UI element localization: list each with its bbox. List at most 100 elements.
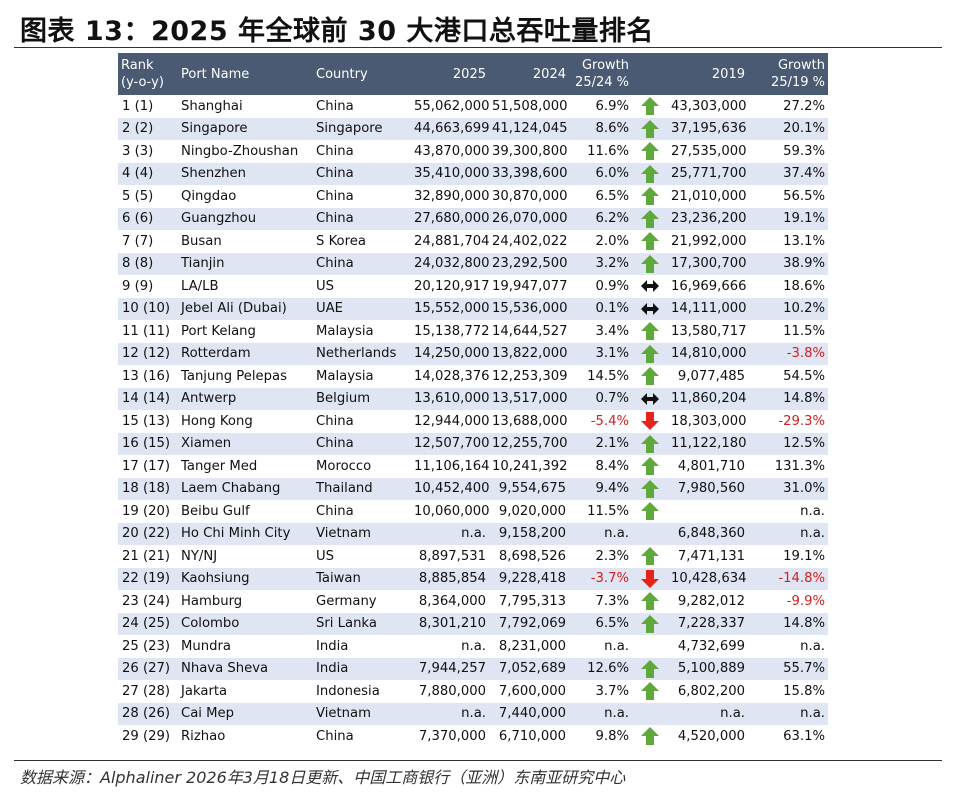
table-row: 17 (17) Tanger Med Morocco 11,106,164 10,241… (118, 455, 828, 478)
cell-port-name: Cai Mep (181, 706, 235, 722)
cell-rank: 8 (8) (122, 256, 154, 272)
cell-port-name: Tanger Med (181, 458, 258, 474)
cell-growth-25-24: -5.4% (590, 413, 629, 429)
cell-2024: 39,300,800 (492, 143, 568, 159)
cell-trend (632, 613, 668, 636)
cell-country: Belgium (316, 391, 371, 407)
up-arrow-icon (640, 682, 660, 701)
up-arrow-icon (640, 547, 660, 566)
header-growth-25-19: Growth 25/19 % (771, 58, 825, 90)
cell-rank: 11 (11) (122, 323, 171, 339)
up-arrow-icon (640, 142, 660, 161)
cell-trend (632, 658, 668, 681)
cell-country: Sri Lanka (316, 616, 377, 632)
table-row: 19 (20) Beibu Gulf China 10,060,000 9,020,00… (118, 500, 828, 523)
up-arrow-icon (640, 614, 660, 633)
cell-port-name: Jebel Ali (Dubai) (181, 301, 287, 317)
cell-country: US (316, 548, 335, 564)
cell-port-name: Tanjung Pelepas (181, 368, 287, 384)
cell-country: China (316, 143, 354, 159)
cell-2019: 27,535,000 (671, 143, 747, 159)
cell-rank: 7 (7) (122, 233, 154, 249)
cell-rank: 5 (5) (122, 188, 154, 204)
cell-2024: 10,241,392 (492, 458, 568, 474)
cell-port-name: Shenzhen (181, 166, 246, 182)
table-row: 8 (8) Tianjin China 24,032,800 23,292,500 3.2… (118, 252, 828, 275)
table-row: 2 (2) Singapore Singapore 44,663,699 41,124,… (118, 117, 828, 141)
cell-2024: 7,440,000 (498, 706, 566, 722)
cell-growth-25-24: 9.4% (595, 481, 629, 497)
table-row: 10 (10) Jebel Ali (Dubai) UAE 15,552,000 15,… (118, 297, 828, 320)
cell-2024: 19,947,077 (492, 278, 568, 294)
cell-growth-25-24: 11.5% (587, 503, 629, 519)
cell-trend (632, 185, 668, 208)
cell-2025: 13,610,000 (414, 391, 489, 407)
cell-trend (632, 455, 668, 478)
cell-port-name: Xiamen (181, 436, 232, 452)
cell-trend (632, 590, 668, 613)
cell-growth-25-19: 38.9% (783, 256, 825, 272)
up-arrow-icon (640, 727, 660, 746)
cell-rank: 25 (23) (122, 638, 171, 654)
cell-country: China (316, 256, 354, 272)
cell-2019: 14,111,000 (671, 301, 747, 317)
cell-country: Netherlands (316, 346, 397, 362)
cell-port-name: Colombo (181, 616, 240, 632)
cell-2019: 11,122,180 (671, 436, 747, 452)
cell-2024: 7,795,313 (498, 593, 566, 609)
flat-arrow-icon (640, 279, 660, 294)
cell-2025: 7,944,257 (418, 661, 486, 677)
cell-trend (632, 163, 668, 186)
cell-2025: 7,370,000 (418, 728, 486, 744)
cell-2019: 6,848,360 (677, 526, 745, 542)
cell-growth-25-19: 20.1% (783, 121, 825, 137)
cell-trend (632, 140, 668, 163)
cell-2025: 7,880,000 (418, 683, 486, 699)
table-body: 1 (1) Shanghai China 55,062,000 51,508,000 6.… (118, 95, 828, 748)
cell-trend (632, 275, 668, 298)
table-row: 14 (14) Antwerp Belgium 13,610,000 13,517,00… (118, 387, 828, 410)
up-arrow-icon (640, 164, 660, 183)
cell-trend (632, 95, 668, 118)
cell-growth-25-24: 3.1% (595, 346, 629, 362)
cell-port-name: Beibu Gulf (181, 503, 250, 519)
figure-title: 图表 13：2025 年全球前 30 大港口总吞吐量排名 (20, 16, 654, 47)
cell-rank: 3 (3) (122, 143, 154, 159)
cell-growth-25-24: n.a. (604, 638, 629, 654)
cell-2024: 8,698,526 (498, 548, 566, 564)
cell-2025: n.a. (461, 706, 486, 722)
cell-2024: 12,253,309 (492, 368, 568, 384)
cell-rank: 29 (29) (122, 728, 171, 744)
up-arrow-icon (640, 97, 660, 116)
cell-2019: 37,195,636 (671, 121, 747, 137)
cell-2025: 20,120,917 (414, 278, 489, 294)
cell-country: Malaysia (316, 368, 374, 384)
cell-growth-25-19: 19.1% (783, 548, 825, 564)
cell-rank: 16 (15) (122, 436, 171, 452)
cell-2025: 27,680,000 (414, 211, 489, 227)
cell-2025: 8,885,854 (418, 571, 486, 587)
cell-rank: 19 (20) (122, 503, 171, 519)
cell-rank: 27 (28) (122, 683, 171, 699)
table-header-row: Rank (y-o-y) Port Name Country 2025 2024 … (118, 53, 828, 95)
cell-growth-25-19: 63.1% (783, 728, 825, 744)
cell-2019: 23,236,200 (671, 211, 747, 227)
cell-2019: 14,810,000 (671, 346, 747, 362)
cell-trend (632, 680, 668, 703)
cell-2019: 25,771,700 (671, 166, 747, 182)
header-growth-25-24: Growth 25/24 % (575, 58, 629, 90)
cell-growth-25-19: 55.7% (783, 661, 825, 677)
cell-trend (632, 118, 668, 141)
cell-2024: 23,292,500 (492, 256, 568, 272)
cell-2019: 11,860,204 (671, 391, 747, 407)
cell-growth-25-19: 59.3% (783, 143, 825, 159)
cell-rank: 14 (14) (122, 391, 171, 407)
cell-port-name: Ho Chi Minh City (181, 526, 291, 542)
cell-2024: 6,710,000 (498, 728, 566, 744)
cell-2019: 4,520,000 (677, 728, 745, 744)
cell-port-name: Antwerp (181, 391, 237, 407)
header-2019: 2019 (711, 66, 745, 82)
header-arrow-spacer (632, 53, 668, 95)
cell-port-name: Laem Chabang (181, 481, 281, 497)
cell-growth-25-19: -3.8% (786, 346, 825, 362)
